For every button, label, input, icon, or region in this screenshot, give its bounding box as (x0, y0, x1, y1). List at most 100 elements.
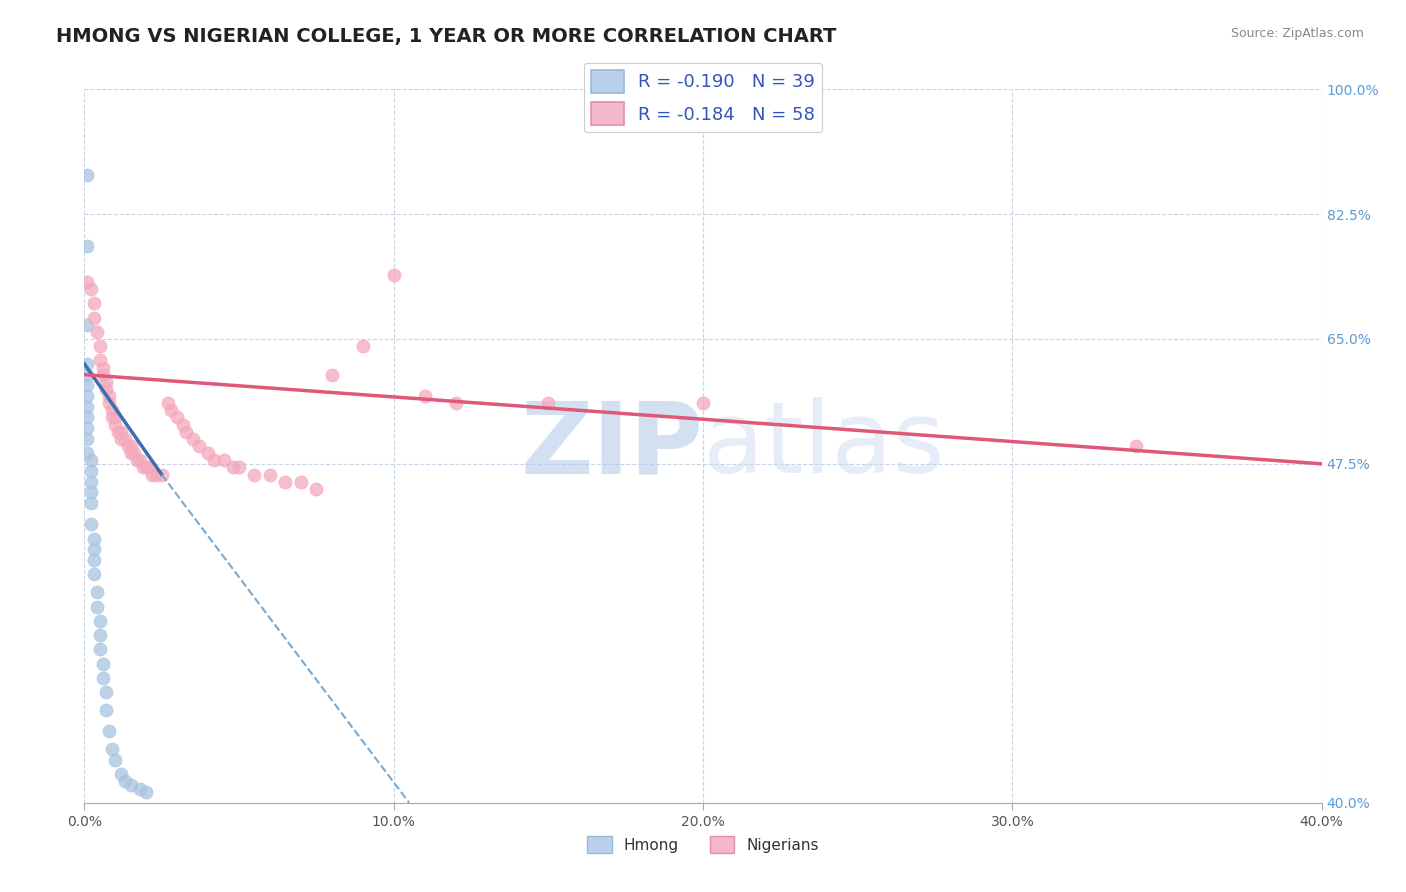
Point (91, 368, 114, 382)
Point (243, 467, 266, 482)
Point (228, 460, 250, 475)
Point (145, 467, 167, 482)
Point (94, 375, 117, 389)
Point (79, 453, 101, 467)
Point (122, 446, 145, 460)
Point (259, 467, 281, 482)
Point (89, 642, 111, 657)
Point (120, 446, 142, 460)
Point (89, 339, 111, 353)
Point (94, 703, 117, 717)
Point (413, 389, 436, 403)
Point (76, 318, 98, 332)
Point (129, 453, 152, 467)
Point (125, 453, 148, 467)
Point (76, 446, 98, 460)
Point (692, 396, 714, 410)
Point (176, 425, 198, 439)
Point (76, 357, 98, 371)
Point (89, 614, 111, 628)
Point (305, 482, 328, 496)
Point (1125, 439, 1147, 453)
Point (117, 439, 139, 453)
Point (86, 325, 108, 339)
Point (79, 464, 101, 478)
Point (181, 432, 204, 446)
Point (129, 781, 152, 796)
Point (86, 585, 108, 599)
Point (110, 767, 132, 781)
Point (110, 425, 132, 439)
Point (94, 685, 117, 699)
Point (98, 396, 121, 410)
Point (444, 396, 467, 410)
Point (79, 517, 101, 532)
Point (76, 421, 98, 435)
Point (107, 425, 129, 439)
Point (94, 382, 117, 396)
Point (83, 296, 105, 310)
Point (101, 403, 124, 417)
Point (79, 496, 101, 510)
Point (98, 724, 121, 739)
Point (222, 460, 245, 475)
Point (537, 396, 560, 410)
Point (104, 417, 127, 432)
Point (76, 275, 98, 289)
Point (187, 439, 209, 453)
Point (321, 368, 343, 382)
Point (76, 389, 98, 403)
Point (89, 353, 111, 368)
Point (83, 542, 105, 557)
Point (160, 403, 183, 417)
Point (76, 432, 98, 446)
Point (114, 432, 136, 446)
Point (101, 742, 124, 756)
Point (274, 475, 297, 489)
Point (352, 339, 374, 353)
Point (382, 268, 405, 282)
Point (138, 460, 160, 475)
Point (150, 467, 173, 482)
Point (91, 657, 114, 671)
Text: atlas: atlas (703, 398, 945, 494)
Point (104, 753, 127, 767)
Point (79, 485, 101, 500)
Point (98, 389, 121, 403)
Point (76, 368, 98, 382)
Text: HMONG VS NIGERIAN COLLEGE, 1 YEAR OR MORE CORRELATION CHART: HMONG VS NIGERIAN COLLEGE, 1 YEAR OR MOR… (56, 27, 837, 45)
Point (141, 467, 163, 482)
Point (166, 410, 188, 425)
Point (104, 410, 127, 425)
Text: Source: ZipAtlas.com: Source: ZipAtlas.com (1230, 27, 1364, 40)
Point (91, 671, 114, 685)
Point (76, 400, 98, 414)
Point (76, 378, 98, 392)
Point (197, 446, 219, 460)
Point (86, 599, 108, 614)
Point (76, 239, 98, 253)
Point (83, 310, 105, 325)
Point (132, 460, 155, 475)
Point (79, 282, 101, 296)
Point (79, 475, 101, 489)
Point (89, 628, 111, 642)
Point (114, 774, 136, 789)
Point (91, 360, 114, 375)
Point (212, 453, 235, 467)
Point (120, 778, 142, 792)
Point (202, 453, 225, 467)
Point (135, 460, 157, 475)
Legend: Hmong, Nigerians: Hmong, Nigerians (581, 830, 825, 859)
Point (101, 410, 124, 425)
Point (83, 567, 105, 582)
Point (120, 439, 142, 453)
Point (76, 168, 98, 182)
Point (135, 785, 157, 799)
Point (83, 553, 105, 567)
Point (83, 532, 105, 546)
Point (110, 432, 132, 446)
Point (290, 475, 312, 489)
Point (76, 410, 98, 425)
Point (172, 417, 194, 432)
